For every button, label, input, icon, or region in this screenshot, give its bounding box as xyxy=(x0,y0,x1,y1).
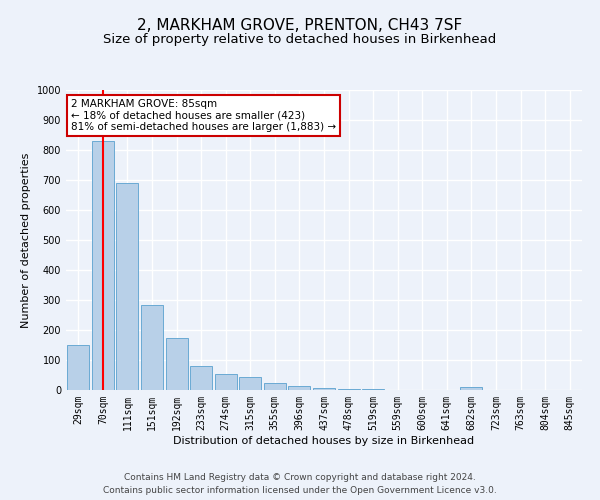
Bar xyxy=(141,304,163,390)
Text: Contains public sector information licensed under the Open Government Licence v3: Contains public sector information licen… xyxy=(103,486,497,495)
Y-axis label: Number of detached properties: Number of detached properties xyxy=(21,152,31,328)
X-axis label: Distribution of detached houses by size in Birkenhead: Distribution of detached houses by size … xyxy=(173,436,475,446)
Bar xyxy=(190,366,212,390)
Bar xyxy=(289,386,310,390)
Bar xyxy=(116,183,139,390)
Text: Contains HM Land Registry data © Crown copyright and database right 2024.: Contains HM Land Registry data © Crown c… xyxy=(124,472,476,482)
Text: 2 MARKHAM GROVE: 85sqm
← 18% of detached houses are smaller (423)
81% of semi-de: 2 MARKHAM GROVE: 85sqm ← 18% of detached… xyxy=(71,99,336,132)
Bar xyxy=(264,384,286,390)
Text: 2, MARKHAM GROVE, PRENTON, CH43 7SF: 2, MARKHAM GROVE, PRENTON, CH43 7SF xyxy=(137,18,463,32)
Text: Size of property relative to detached houses in Birkenhead: Size of property relative to detached ho… xyxy=(103,32,497,46)
Bar xyxy=(166,338,188,390)
Bar xyxy=(239,378,262,390)
Bar xyxy=(92,141,114,390)
Bar xyxy=(338,388,359,390)
Bar xyxy=(215,374,237,390)
Bar xyxy=(313,388,335,390)
Bar xyxy=(460,387,482,390)
Bar xyxy=(67,345,89,390)
